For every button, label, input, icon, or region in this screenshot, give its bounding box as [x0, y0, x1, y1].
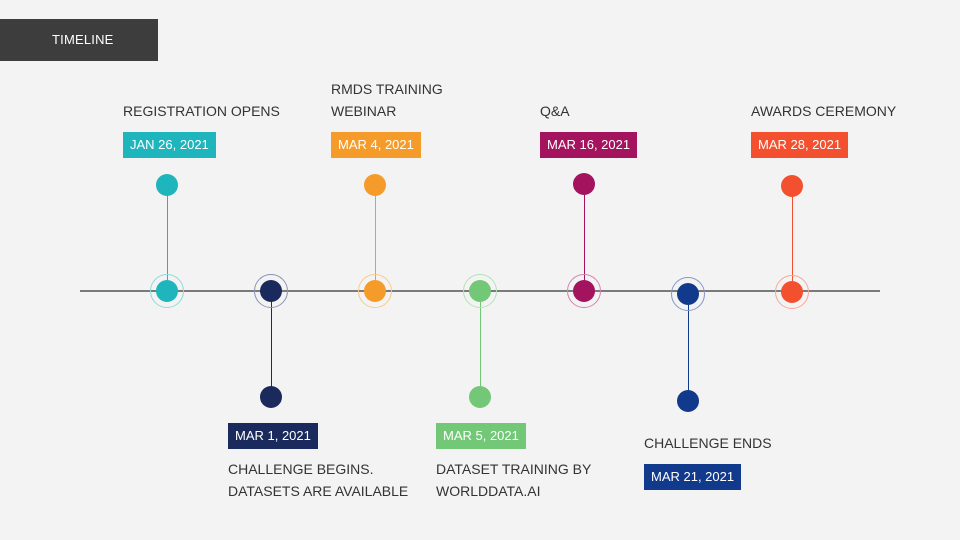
event-title: DATASET TRAINING BY WORLDDATA.AI	[436, 461, 592, 499]
axis-node-ring	[254, 274, 288, 308]
event-date-badge: MAR 4, 2021	[331, 132, 421, 158]
event-marker-dot	[677, 390, 699, 412]
axis-node-ring	[567, 274, 601, 308]
event-title: AWARDS CEREMONY	[751, 103, 897, 119]
axis-node	[677, 283, 699, 305]
axis-node	[469, 280, 491, 302]
event-marker-dot	[781, 175, 803, 197]
event-marker-dot	[156, 174, 178, 196]
event-marker-dot	[364, 174, 386, 196]
event-date-badge: MAR 1, 2021	[228, 423, 318, 449]
axis-node-ring	[150, 274, 184, 308]
event-date-badge: JAN 26, 2021	[123, 132, 216, 158]
event-title: Q&A	[540, 103, 570, 119]
axis-node	[781, 281, 803, 303]
connector-line	[480, 291, 481, 397]
event-marker-dot	[260, 386, 282, 408]
connector-line	[792, 186, 793, 292]
axis-node	[573, 280, 595, 302]
event-date-badge: MAR 28, 2021	[751, 132, 849, 158]
event-marker-dot	[469, 386, 491, 408]
event-title: REGISTRATION OPENS	[123, 103, 280, 119]
connector-line	[375, 185, 376, 291]
axis-node-ring	[358, 274, 392, 308]
event-date-badge: MAR 21, 2021	[644, 464, 742, 490]
event-date-badge: MAR 5, 2021	[436, 423, 526, 449]
event-marker-dot	[573, 173, 595, 195]
connector-line	[271, 291, 272, 397]
event-title: CHALLENGE BEGINS. DATASETS ARE AVAILABLE	[228, 461, 409, 499]
axis-node	[364, 280, 386, 302]
timeline-header: TIMELINE	[0, 19, 158, 61]
axis-node	[156, 280, 178, 302]
event-title: CHALLENGE ENDS	[644, 435, 772, 451]
axis-node-ring	[671, 277, 705, 311]
axis-node-ring	[775, 275, 809, 309]
axis-node	[260, 280, 282, 302]
connector-line	[167, 185, 168, 291]
event-title: RMDS TRAINING WEBINAR	[331, 81, 443, 119]
event-date-badge: MAR 16, 2021	[540, 132, 638, 158]
connector-line	[584, 184, 585, 291]
connector-line	[688, 294, 689, 401]
axis-node-ring	[463, 274, 497, 308]
